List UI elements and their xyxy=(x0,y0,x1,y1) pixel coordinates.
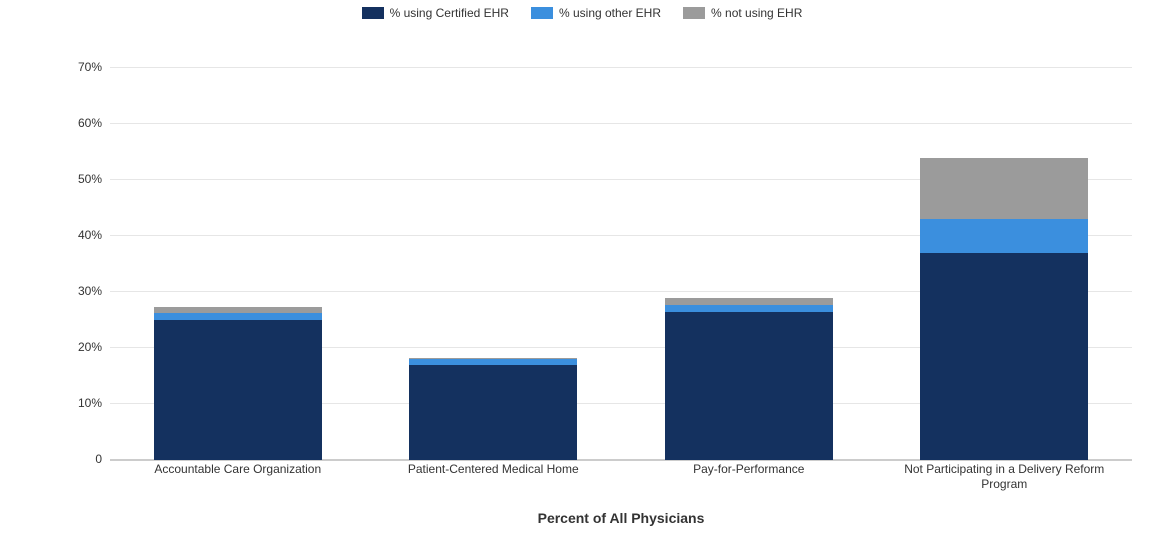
legend-swatch-certified xyxy=(362,7,384,19)
legend: % using Certified EHR % using other EHR … xyxy=(0,6,1164,20)
bar-segment-certified xyxy=(665,312,833,460)
x-label: Pay-for-Performance xyxy=(621,462,877,492)
legend-swatch-none xyxy=(683,7,705,19)
bar-segment-other xyxy=(154,313,322,320)
bars-container xyxy=(110,40,1132,460)
y-tick-label: 50% xyxy=(78,172,110,186)
legend-label-none: % not using EHR xyxy=(711,6,802,20)
bar-segment-other xyxy=(920,219,1088,253)
legend-swatch-other xyxy=(531,7,553,19)
x-axis-title: Percent of All Physicians xyxy=(110,510,1132,526)
legend-item-certified: % using Certified EHR xyxy=(362,6,509,20)
legend-item-other: % using other EHR xyxy=(531,6,661,20)
plot-area: 0 10% 20% 30% 40% 50% 60% 70% xyxy=(110,40,1132,460)
bar-pay-for-performance xyxy=(665,298,833,460)
legend-label-certified: % using Certified EHR xyxy=(390,6,509,20)
bar-patient-centered-medical-home xyxy=(409,358,577,460)
bar-segment-other xyxy=(665,305,833,312)
y-tick-label: 0 xyxy=(95,452,110,466)
legend-label-other: % using other EHR xyxy=(559,6,661,20)
bar-segment-certified xyxy=(409,365,577,460)
bar-slot xyxy=(110,40,366,460)
y-tick-label: 60% xyxy=(78,116,110,130)
bar-slot xyxy=(877,40,1133,460)
bar-segment-none xyxy=(154,307,322,314)
bar-segment-none xyxy=(665,298,833,305)
y-tick-label: 30% xyxy=(78,284,110,298)
x-label: Patient-Centered Medical Home xyxy=(366,462,622,492)
x-category-labels: Accountable Care Organization Patient-Ce… xyxy=(110,462,1132,492)
bar-segment-certified xyxy=(920,253,1088,460)
y-tick-label: 40% xyxy=(78,228,110,242)
y-tick-label: 20% xyxy=(78,340,110,354)
bar-segment-certified xyxy=(154,320,322,460)
x-label: Accountable Care Organization xyxy=(110,462,366,492)
ehr-stacked-bar-chart: % using Certified EHR % using other EHR … xyxy=(0,0,1164,550)
y-tick-label: 10% xyxy=(78,396,110,410)
bar-segment-none xyxy=(920,158,1088,220)
y-tick-label: 70% xyxy=(78,60,110,74)
bar-accountable-care-organization xyxy=(154,307,322,460)
bar-slot xyxy=(621,40,877,460)
x-label: Not Participating in a Delivery Reform P… xyxy=(877,462,1133,492)
bar-not-participating xyxy=(920,158,1088,460)
bar-slot xyxy=(366,40,622,460)
legend-item-none: % not using EHR xyxy=(683,6,802,20)
